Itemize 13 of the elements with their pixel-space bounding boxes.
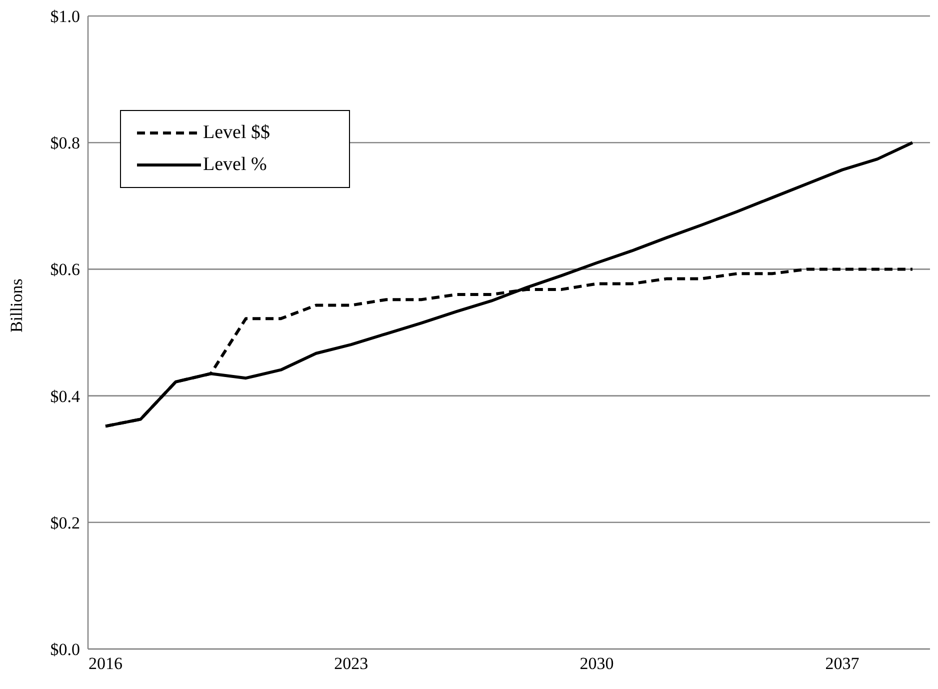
- y-tick-label: $0.0: [50, 640, 80, 660]
- y-tick-label: $0.2: [50, 513, 80, 532]
- x-tick-label: 2030: [580, 654, 614, 674]
- y-axis-title: Billions: [7, 278, 26, 332]
- legend-label: Level $$: [203, 122, 270, 144]
- y-tick-label: $0.4: [50, 386, 80, 406]
- x-tick-label: 2016: [88, 654, 123, 674]
- legend-label: Level %: [203, 154, 267, 176]
- y-tick-label: $1.0: [50, 7, 80, 26]
- x-tick-label: 2023: [334, 654, 368, 674]
- y-tick-label: $0.6: [50, 260, 80, 280]
- x-tick-label: 2037: [825, 654, 860, 674]
- y-tick-label: $0.8: [50, 134, 80, 153]
